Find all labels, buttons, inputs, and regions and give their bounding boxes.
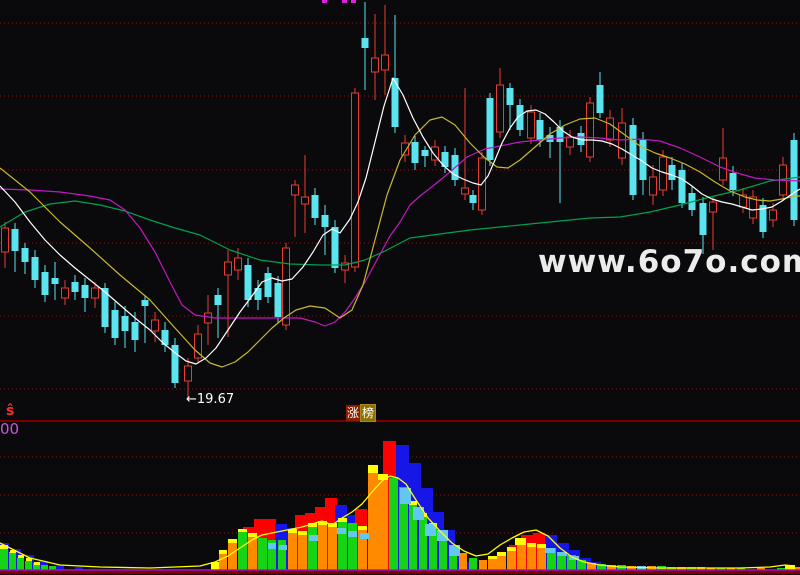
low-price-annotation: ←19.67 <box>186 392 235 407</box>
sub-panel-scale-label: 00 <box>0 420 20 438</box>
rank-badge-char-2: 榜 <box>360 404 377 422</box>
watermark: www.6o7o.com <box>538 244 800 280</box>
indicator-symbol-icon: ŝ <box>6 403 15 419</box>
rank-list-badge[interactable]: 涨榜 <box>346 404 377 422</box>
rank-badge-char-1: 涨 <box>346 405 361 421</box>
